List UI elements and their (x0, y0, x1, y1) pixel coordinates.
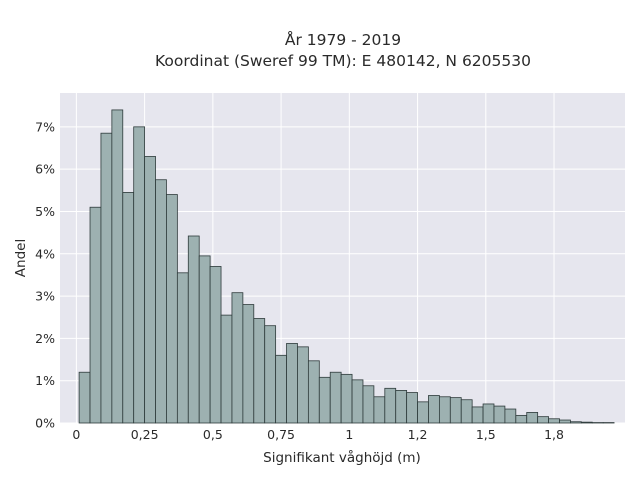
histogram-bar (373, 396, 386, 424)
histogram-bar (176, 272, 189, 424)
y-axis-ticks: 0% 1% 2% 3% 4% 5% 6% 7% (35, 119, 55, 430)
histogram-bars (78, 109, 615, 424)
histogram-bar (580, 421, 593, 424)
x-tick-label: 0,5 (203, 427, 223, 442)
histogram-bar (406, 392, 418, 424)
histogram-bar (438, 396, 451, 424)
histogram-bar (253, 318, 266, 424)
histogram-bar (515, 414, 528, 424)
histogram-bar (220, 314, 233, 424)
x-tick-label: 1,2 (408, 427, 428, 442)
histogram-bar (297, 346, 309, 424)
histogram-bar (307, 360, 320, 424)
x-tick-label: 0,75 (267, 427, 295, 442)
histogram-bar (318, 376, 331, 424)
x-tick-label: 0,25 (131, 427, 159, 442)
histogram-bar (264, 325, 277, 424)
chart-title-line-1: År 1979 - 2019 (285, 30, 401, 49)
histogram-bar (504, 408, 517, 424)
y-tick-label: 5% (35, 204, 55, 219)
y-tick-label: 1% (35, 373, 55, 388)
x-tick-label: 1,8 (544, 427, 564, 442)
histogram-bar (362, 385, 375, 424)
histogram-bar (395, 390, 408, 424)
histogram-bar (329, 371, 342, 424)
histogram-bar (570, 421, 582, 424)
histogram-bar (89, 206, 102, 424)
x-tick-label: 1,5 (476, 427, 496, 442)
histogram-bar (537, 416, 549, 424)
histogram-bar (493, 405, 506, 424)
y-tick-label: 0% (35, 416, 55, 431)
y-tick-label: 4% (35, 246, 55, 261)
histogram-bar (155, 179, 167, 424)
y-tick-label: 3% (35, 289, 55, 304)
histogram-bar (187, 235, 200, 424)
histogram-bar (417, 401, 429, 424)
histogram-bar (428, 395, 440, 424)
histogram-bar (275, 354, 287, 424)
histogram-bar (526, 412, 539, 424)
histogram-bar (286, 343, 298, 424)
y-axis-label: Andel (13, 239, 29, 277)
histogram-bar (122, 192, 135, 424)
histogram-bar (449, 397, 462, 424)
y-tick-label: 7% (35, 119, 55, 134)
histogram-bar (100, 132, 113, 424)
x-axis-ticks: 0 0,25 0,5 0,75 1 1,2 1,5 1,8 (72, 427, 564, 442)
histogram-bar (351, 379, 364, 424)
histogram-bar (471, 406, 484, 424)
histogram-bar (559, 419, 571, 424)
x-tick-label: 1 (345, 427, 353, 442)
histogram-bar (242, 304, 255, 424)
histogram-bar (198, 255, 211, 424)
x-tick-label: 0 (72, 427, 80, 442)
histogram-bar (460, 399, 473, 424)
y-tick-label: 2% (35, 331, 55, 346)
histogram-bar (340, 373, 353, 424)
histogram-bar (384, 387, 397, 424)
x-axis-label: Signifikant våghöjd (m) (263, 449, 421, 466)
histogram-bar (548, 418, 560, 424)
histogram-bar (482, 403, 495, 424)
histogram-bar (111, 109, 124, 424)
histogram-bar (133, 126, 146, 424)
histogram-bar (231, 292, 244, 424)
chart-title-line-2: Koordinat (Sweref 99 TM): E 480142, N 62… (155, 52, 531, 70)
y-tick-label: 6% (35, 162, 55, 177)
histogram-bar (144, 156, 156, 424)
histogram-bar (78, 371, 91, 424)
histogram-bar (209, 266, 222, 424)
histogram-bar (166, 194, 178, 424)
